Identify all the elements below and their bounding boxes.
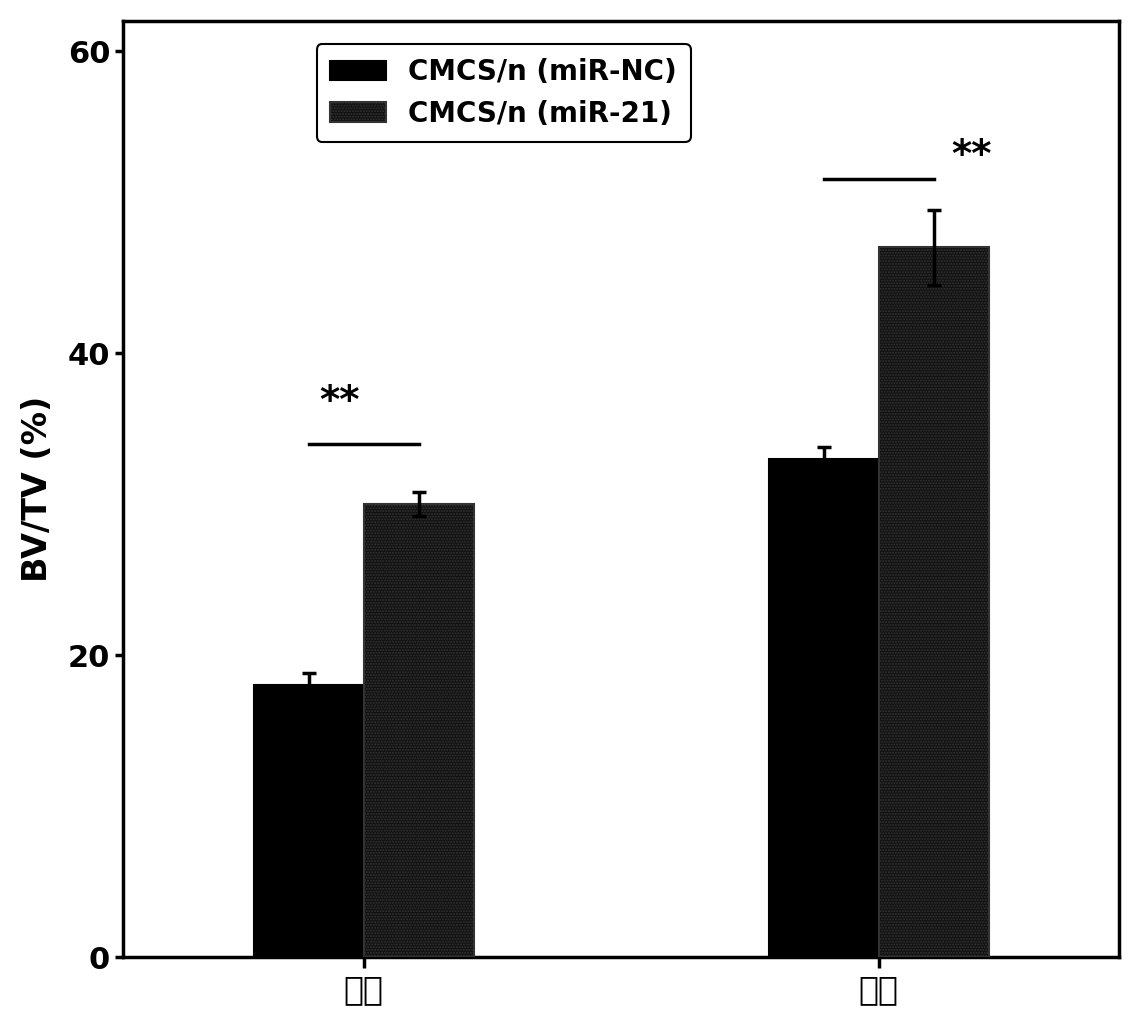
Y-axis label: BV/TV (%): BV/TV (%) — [21, 395, 54, 582]
Bar — [254, 685, 364, 957]
Legend: CMCS/n (miR-NC), CMCS/n (miR-21): CMCS/n (miR-NC), CMCS/n (miR-21) — [317, 44, 691, 142]
Text: **: ** — [319, 383, 360, 421]
Bar — [770, 459, 879, 957]
Bar — [364, 504, 473, 957]
Text: **: ** — [951, 137, 992, 175]
Bar — [879, 248, 988, 957]
